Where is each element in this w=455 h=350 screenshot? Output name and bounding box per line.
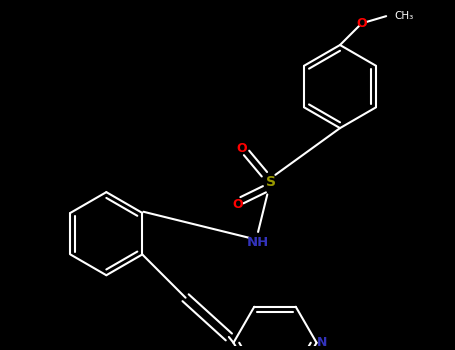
Text: O: O <box>357 16 367 30</box>
Text: NH: NH <box>246 236 268 249</box>
Text: CH₃: CH₃ <box>395 11 414 21</box>
Text: O: O <box>232 198 243 211</box>
Text: N: N <box>317 336 328 349</box>
Text: S: S <box>266 175 276 189</box>
Text: O: O <box>237 142 247 155</box>
